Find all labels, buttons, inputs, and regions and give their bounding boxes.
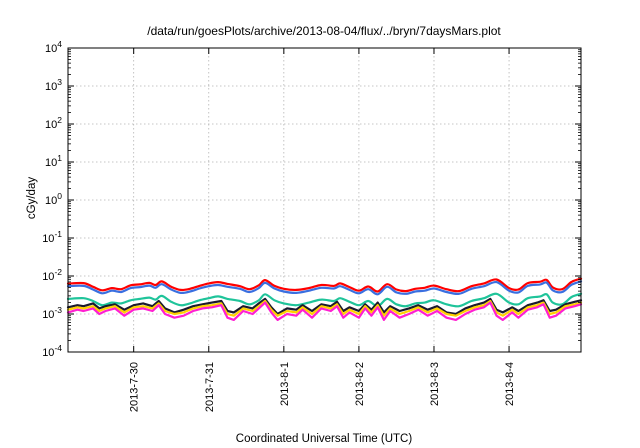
x-tick-label: 2013-8-4 <box>504 362 516 406</box>
plot-frame <box>67 47 582 353</box>
y-tick-label: 10-1 <box>42 229 62 245</box>
x-tick-label: 2013-8-3 <box>429 362 441 406</box>
series-line-1 <box>66 277 583 293</box>
series-line-2 <box>66 280 583 296</box>
series-line-6 <box>66 301 583 321</box>
y-tick-label: 104 <box>45 39 62 55</box>
x-tick-label: 2013-7-31 <box>204 362 216 412</box>
y-tick-label: 10-3 <box>42 305 62 321</box>
x-tick-label: 2013-8-1 <box>279 362 291 406</box>
y-tick-label: 10-4 <box>42 343 62 359</box>
x-axis-label: Coordinated Universal Time (UTC) <box>236 433 413 445</box>
series-line-5 <box>66 299 583 317</box>
series-lines <box>66 277 583 321</box>
chart-title: /data/run/goesPlots/archive/2013-08-04/f… <box>147 24 501 38</box>
series-line-3 <box>66 292 583 308</box>
axes: 10-4 10-3 10-2 10-1 100 101 102 103 104 2013-7-30… <box>42 39 582 412</box>
y-tick-label: 102 <box>45 115 62 131</box>
x-tick-label: 2013-7-30 <box>129 362 141 412</box>
series-line-4 <box>66 297 583 316</box>
y-tick-label: 100 <box>45 191 62 207</box>
y-tick-label: 103 <box>45 77 62 93</box>
x-tick-label: 2013-8-2 <box>354 362 366 406</box>
y-tick-label: 101 <box>45 153 62 169</box>
y-tick-label: 10-2 <box>42 267 62 283</box>
y-axis-label: cGy/day <box>26 177 38 219</box>
